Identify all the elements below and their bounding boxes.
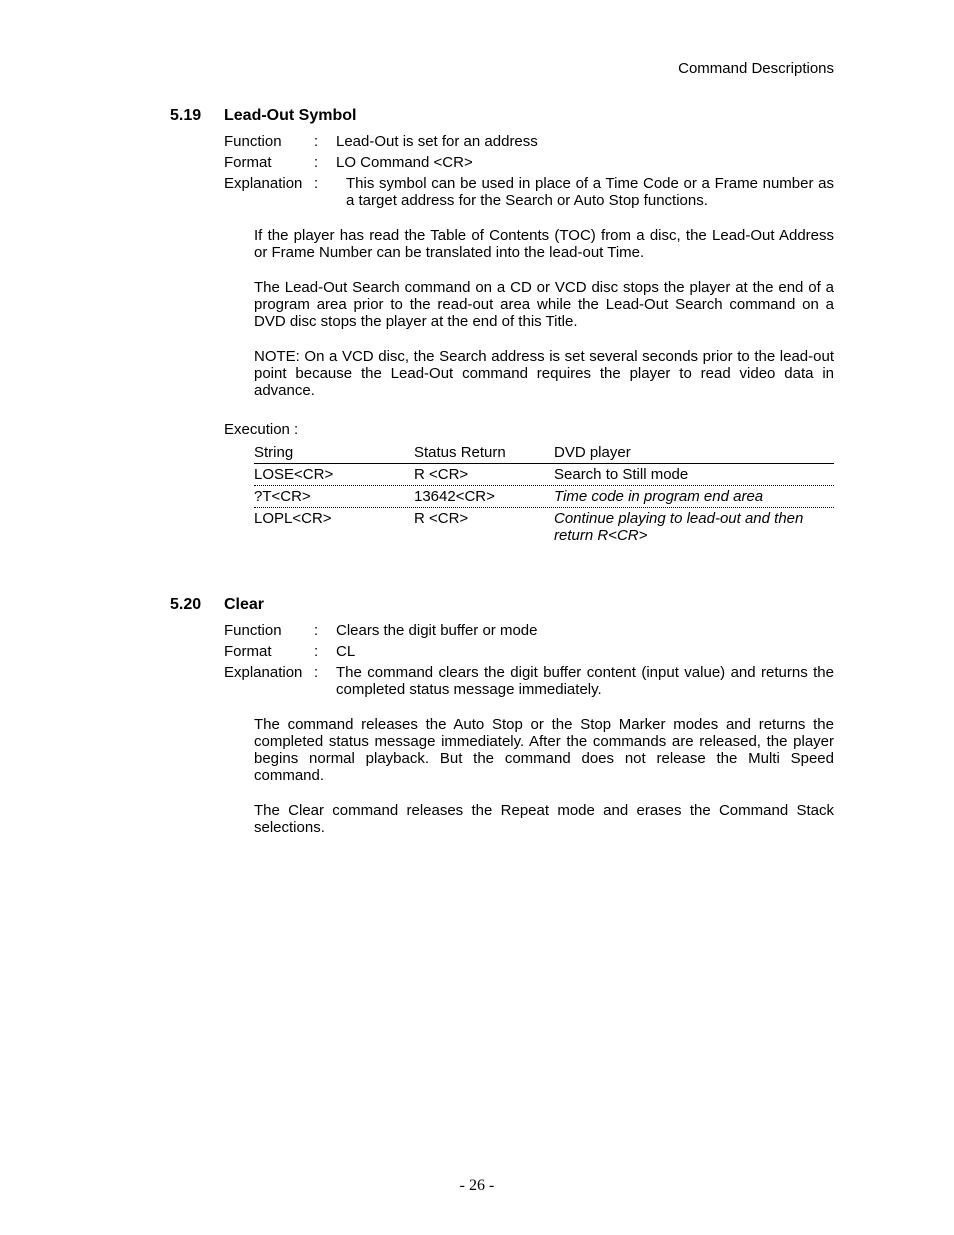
paragraph: If the player has read the Table of Cont… bbox=[254, 227, 834, 261]
paragraph: The command releases the Auto Stop or th… bbox=[254, 716, 834, 784]
col-header-status: Status Return bbox=[414, 444, 554, 461]
function-row: Function : Clears the digit buffer or mo… bbox=[224, 622, 834, 639]
colon: : bbox=[314, 154, 336, 171]
explanation-label: Explanation bbox=[224, 175, 314, 209]
function-label: Function bbox=[224, 622, 314, 639]
page-header: Command Descriptions bbox=[170, 60, 834, 77]
execution-label: Execution : bbox=[224, 421, 834, 438]
explanation-label: Explanation bbox=[224, 664, 314, 698]
page-number: - 26 - bbox=[0, 1177, 954, 1195]
function-row: Function : Lead-Out is set for an addres… bbox=[224, 133, 834, 150]
paragraph: NOTE: On a VCD disc, the Search address … bbox=[254, 348, 834, 399]
cell-string: LOPL<CR> bbox=[254, 510, 414, 544]
table-row: ?T<CR> 13642<CR> Time code in program en… bbox=[254, 486, 834, 508]
format-label: Format bbox=[224, 154, 314, 171]
execution-table: String Status Return DVD player LOSE<CR>… bbox=[254, 442, 834, 546]
section-title: Clear bbox=[224, 596, 264, 614]
colon: : bbox=[314, 643, 336, 660]
function-value: Lead-Out is set for an address bbox=[336, 133, 834, 150]
section-heading-519: 5.19 Lead-Out Symbol bbox=[170, 107, 834, 125]
section-number: 5.19 bbox=[170, 107, 224, 125]
function-label: Function bbox=[224, 133, 314, 150]
format-value: LO Command <CR> bbox=[336, 154, 834, 171]
col-header-player: DVD player bbox=[554, 444, 834, 461]
section-number: 5.20 bbox=[170, 596, 224, 614]
cell-status: 13642<CR> bbox=[414, 488, 554, 505]
colon: : bbox=[314, 622, 336, 639]
colon: : bbox=[314, 133, 336, 150]
cell-player: Search to Still mode bbox=[554, 466, 834, 483]
paragraph: The Clear command releases the Repeat mo… bbox=[254, 802, 834, 836]
format-label: Format bbox=[224, 643, 314, 660]
function-value: Clears the digit buffer or mode bbox=[336, 622, 834, 639]
cell-player: Time code in program end area bbox=[554, 488, 834, 505]
explanation-row: Explanation : This symbol can be used in… bbox=[224, 175, 834, 209]
cell-string: LOSE<CR> bbox=[254, 466, 414, 483]
cell-status: R <CR> bbox=[414, 466, 554, 483]
explanation-lead: The command clears the digit buffer cont… bbox=[336, 664, 834, 698]
format-row: Format : CL bbox=[224, 643, 834, 660]
cell-player: Continue playing to lead-out and then re… bbox=[554, 510, 834, 544]
section-heading-520: 5.20 Clear bbox=[170, 596, 834, 614]
table-header-row: String Status Return DVD player bbox=[254, 442, 834, 464]
cell-string: ?T<CR> bbox=[254, 488, 414, 505]
explanation-row: Explanation : The command clears the dig… bbox=[224, 664, 834, 698]
table-row: LOSE<CR> R <CR> Search to Still mode bbox=[254, 464, 834, 486]
col-header-string: String bbox=[254, 444, 414, 461]
colon: : bbox=[314, 664, 336, 698]
cell-status: R <CR> bbox=[414, 510, 554, 544]
explanation-lead: This symbol can be used in place of a Ti… bbox=[336, 175, 834, 209]
paragraph: The Lead-Out Search command on a CD or V… bbox=[254, 279, 834, 330]
table-row: LOPL<CR> R <CR> Continue playing to lead… bbox=[254, 508, 834, 546]
format-value: CL bbox=[336, 643, 834, 660]
colon: : bbox=[314, 175, 336, 209]
format-row: Format : LO Command <CR> bbox=[224, 154, 834, 171]
section-title: Lead-Out Symbol bbox=[224, 107, 356, 125]
